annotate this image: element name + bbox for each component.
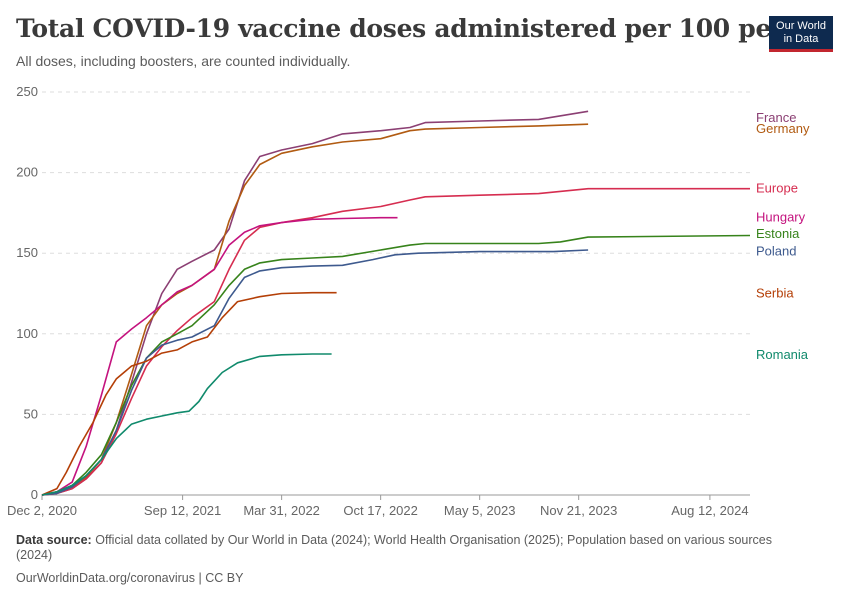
y-tick-label: 100	[16, 326, 38, 341]
chart-title: Total COVID-19 vaccine doses administere…	[16, 14, 830, 43]
x-tick-label: May 5, 2023	[444, 503, 516, 518]
series-label-serbia: Serbia	[756, 286, 794, 301]
x-tick-label: Mar 31, 2022	[243, 503, 320, 518]
logo-line1: Our World	[776, 20, 826, 32]
series-label-france: France	[756, 110, 796, 125]
series-line-romania	[41, 353, 332, 496]
owid-logo[interactable]: Our World in Data	[769, 16, 833, 52]
logo-line2: in Data	[783, 33, 819, 45]
source-text: Official data collated by Our World in D…	[16, 533, 772, 562]
source-label: Data source:	[16, 533, 92, 547]
series-line-france	[41, 110, 589, 496]
x-tick-label: Dec 2, 2020	[7, 503, 77, 518]
y-tick-label: 200	[16, 165, 38, 180]
series-line-hungary	[41, 216, 398, 496]
series-label-germany: Germany	[756, 121, 810, 136]
x-tick-label: Sep 12, 2021	[144, 503, 221, 518]
series-line-germany	[41, 123, 589, 496]
series-label-romania: Romania	[756, 347, 809, 362]
x-tick-label: Nov 21, 2023	[540, 503, 617, 518]
series-label-poland: Poland	[756, 244, 796, 259]
series-label-europe: Europe	[756, 181, 798, 196]
series-line-europe	[41, 187, 750, 496]
credit-link[interactable]: OurWorldinData.org/coronavirus | CC BY	[16, 571, 244, 585]
series-line-estonia	[41, 234, 751, 496]
data-source-note: Data source: Official data collated by O…	[16, 533, 796, 563]
y-tick-label: 0	[31, 487, 38, 502]
y-tick-label: 50	[24, 406, 38, 421]
x-tick-label: Aug 12, 2024	[671, 503, 748, 518]
series-label-estonia: Estonia	[756, 226, 800, 241]
y-tick-label: 250	[16, 84, 38, 99]
series-label-hungary: Hungary	[756, 210, 806, 225]
chart-subtitle: All doses, including boosters, are count…	[16, 53, 351, 69]
line-chart: 0 50 100 150 200 250 Dec 2, 2020 Sep 12, 2021 Ma…	[7, 84, 810, 518]
x-tick-label: Oct 17, 2022	[343, 503, 417, 518]
y-tick-label: 150	[16, 245, 38, 260]
series-line-serbia	[41, 291, 337, 496]
